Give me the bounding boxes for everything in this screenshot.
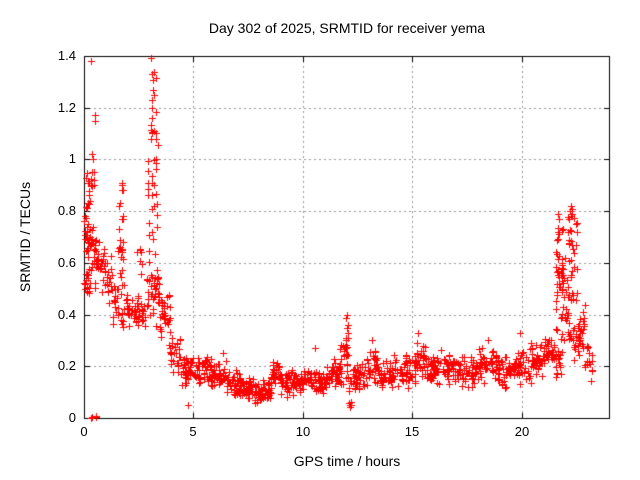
x-tick-label: 15: [404, 424, 420, 439]
y-tick-label: 1: [68, 151, 76, 166]
y-tick-label: 0.6: [57, 255, 76, 270]
y-tick-label: 1.4: [57, 48, 76, 63]
x-tick-label: 0: [80, 424, 88, 439]
x-tick-label: 5: [189, 424, 197, 439]
x-tick-label: 20: [514, 424, 530, 439]
y-tick-label: 0.2: [57, 358, 76, 373]
y-tick-label: 1.2: [57, 100, 76, 115]
chart-title: Day 302 of 2025, SRMTID for receiver yem…: [208, 20, 486, 36]
y-tick-label: 0.4: [57, 307, 76, 322]
y-tick-label: 0.8: [57, 203, 76, 218]
x-tick-label: 10: [295, 424, 311, 439]
y-tick-label: 0: [68, 410, 76, 425]
x-axis-label: GPS time / hours: [293, 453, 401, 469]
